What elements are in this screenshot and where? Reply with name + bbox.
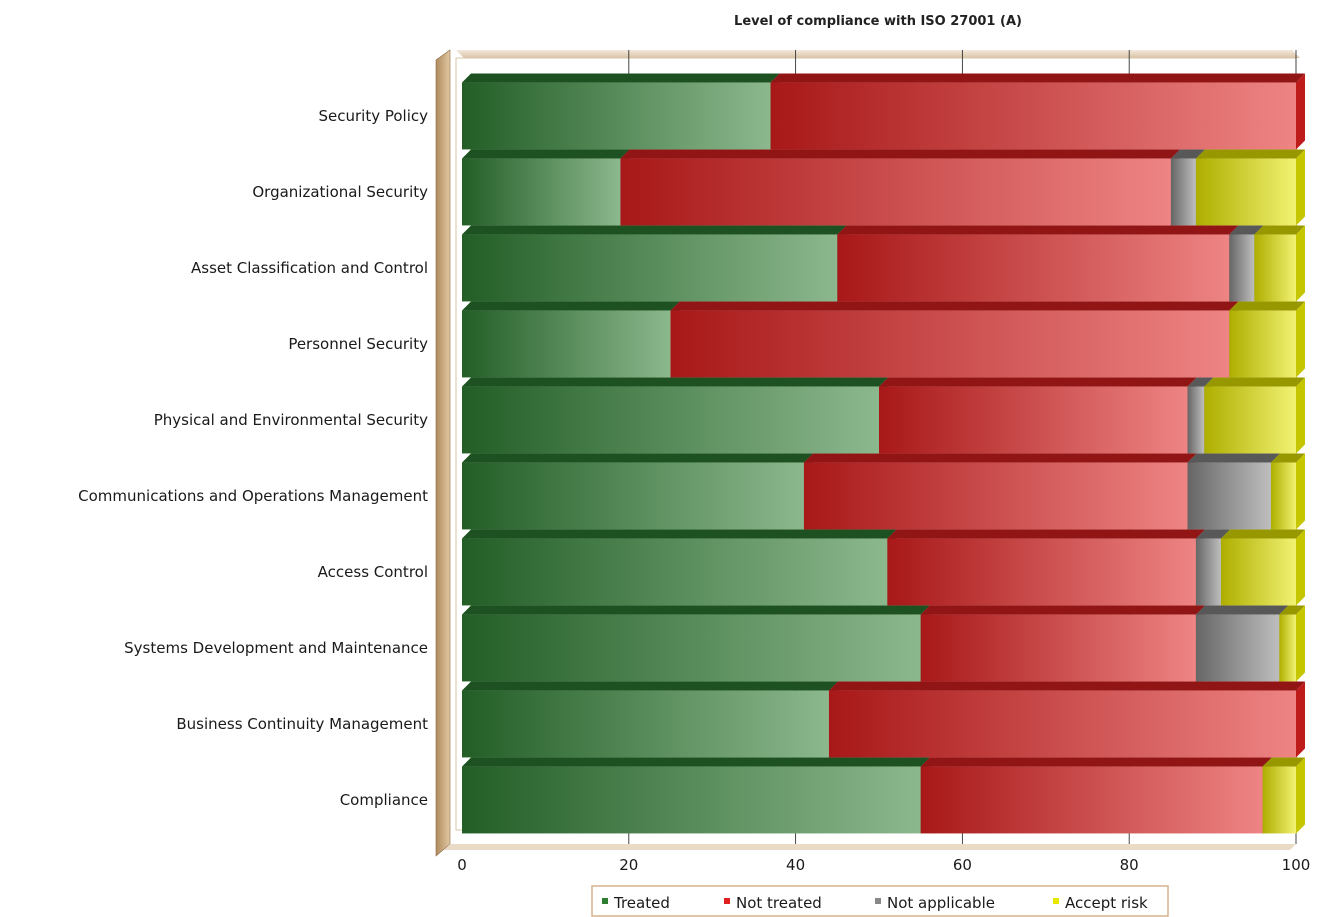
bar-segment[interactable] (1270, 453, 1305, 530)
category-label: Asset Classification and Control (191, 259, 428, 277)
x-tick-label: 0 (457, 856, 467, 874)
bar-segment[interactable] (462, 605, 930, 682)
bar-segment[interactable] (670, 301, 1239, 378)
bar-segment[interactable] (1262, 757, 1305, 834)
category-label: Communications and Operations Management (78, 487, 428, 505)
category-label: Security Policy (318, 107, 428, 125)
bar-segment[interactable] (920, 605, 1205, 682)
bar-segment[interactable] (1187, 453, 1280, 530)
bar-segment[interactable] (462, 377, 888, 454)
bar-segment[interactable] (1195, 149, 1305, 226)
bar-segment[interactable] (620, 149, 1180, 226)
x-tick-label: 80 (1120, 856, 1139, 874)
x-tick-label: 60 (953, 856, 972, 874)
bar-segment[interactable] (462, 73, 780, 150)
category-label: Physical and Environmental Security (154, 411, 428, 429)
bar-segment[interactable] (770, 73, 1305, 150)
legend: Treated Not treated Not applicable Accept r… (591, 885, 1169, 917)
bar-segment[interactable] (462, 757, 930, 834)
category-label: Personnel Security (288, 335, 428, 353)
category-label: Access Control (318, 563, 428, 581)
legend-swatch (1053, 898, 1059, 904)
bar-segment[interactable] (887, 529, 1205, 606)
bar-segment[interactable] (462, 225, 847, 302)
legend-label: Treated (613, 894, 670, 912)
legend-swatch (875, 898, 881, 904)
bar-segment[interactable] (462, 149, 630, 226)
legend-swatch (724, 898, 730, 904)
bar-segment[interactable] (462, 681, 838, 758)
bar-segment[interactable] (1229, 301, 1305, 378)
bar-segment[interactable] (1254, 225, 1305, 302)
legend-label: Not treated (736, 894, 822, 912)
bar-segment[interactable] (1220, 529, 1305, 606)
legend-label: Not applicable (887, 894, 995, 912)
bar-segment[interactable] (462, 301, 680, 378)
x-tick-label: 40 (786, 856, 805, 874)
bar-segment[interactable] (879, 377, 1197, 454)
x-tick-label: 100 (1282, 856, 1311, 874)
category-label: Organizational Security (252, 183, 428, 201)
bars-group (462, 73, 1305, 834)
category-label: Compliance (340, 791, 428, 809)
bar-segment[interactable] (837, 225, 1239, 302)
x-tick-label: 20 (619, 856, 638, 874)
bar-segment[interactable] (462, 529, 897, 606)
legend-swatch (602, 898, 608, 904)
category-label: Business Continuity Management (176, 715, 428, 733)
bar-segment[interactable] (1195, 605, 1289, 682)
bar-segment[interactable] (1204, 377, 1305, 454)
bar-segment[interactable] (828, 681, 1305, 758)
category-labels: Security Policy Organizational Security As… (78, 107, 428, 809)
bar-segment[interactable] (803, 453, 1197, 530)
x-tick-labels: 0 20 40 60 80 100 (457, 856, 1310, 874)
legend-label: Accept risk (1065, 894, 1148, 912)
bar-segment[interactable] (1279, 605, 1305, 682)
bar-segment[interactable] (920, 757, 1272, 834)
category-label: Systems Development and Maintenance (124, 639, 428, 657)
bar-segment[interactable] (462, 453, 813, 530)
chart-title: Level of compliance with ISO 27001 (A) (734, 14, 1022, 29)
